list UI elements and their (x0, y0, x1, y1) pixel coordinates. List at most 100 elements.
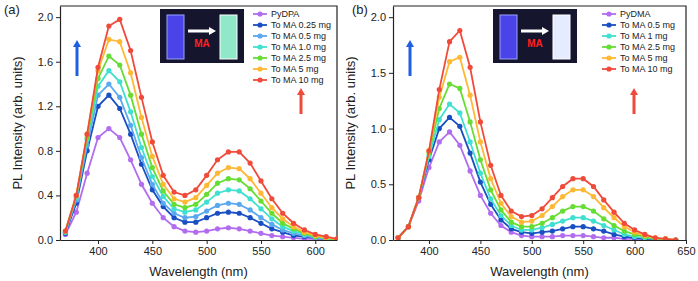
y-axis: 0.00.40.81.21.62.0 (38, 7, 61, 247)
series-marker (509, 214, 514, 219)
series-marker (226, 210, 231, 215)
series-marker (673, 237, 678, 240)
series-marker (570, 176, 575, 181)
series-marker (570, 204, 575, 209)
series-marker (601, 235, 606, 240)
series-marker (622, 221, 627, 226)
plot-frame (393, 6, 686, 240)
series-marker (215, 157, 220, 162)
series-marker (193, 207, 198, 212)
series-marker (215, 181, 220, 186)
series-marker (226, 176, 231, 181)
y-axis-line (393, 7, 394, 241)
blue-arrow-head (73, 40, 81, 47)
series-marker (570, 224, 575, 229)
series-marker (498, 223, 503, 228)
series-marker (182, 200, 187, 205)
y-axis-title: PL Intensity (arb. units) (10, 56, 25, 189)
series-marker (182, 215, 187, 220)
series-marker (182, 210, 187, 215)
inset-background (493, 9, 577, 63)
series-marker (673, 237, 678, 240)
legend-label: To MA 0.25 mg (271, 20, 331, 30)
series-marker (226, 165, 231, 170)
series-marker (237, 149, 242, 154)
legend: PyDMATo MA 0.5 mgTo MA 1 mgTo MA 2.5 mgT… (602, 9, 675, 74)
legend-label: To MA 1.0 mg (271, 42, 326, 52)
series-marker (247, 186, 252, 191)
series-marker (468, 93, 473, 98)
series-marker (258, 178, 263, 183)
series-marker (128, 70, 133, 75)
x-tick-mark (583, 240, 584, 244)
series-marker (611, 223, 616, 228)
series-marker (182, 193, 187, 198)
series-marker (117, 39, 122, 44)
series-marker (247, 207, 252, 212)
series-marker (63, 228, 68, 233)
series-marker (539, 225, 544, 230)
series-marker (539, 213, 544, 218)
legend-label: To MA 0.5 mg (271, 31, 326, 41)
series-marker (139, 132, 144, 137)
series-marker (653, 235, 658, 240)
x-tick-mark (261, 240, 262, 244)
x-axis: 400450500550600 (61, 240, 338, 257)
cuvette-after (553, 15, 570, 59)
series-marker (560, 184, 565, 189)
series-line (398, 104, 676, 240)
series-marker (237, 166, 242, 171)
series-marker (226, 149, 231, 154)
x-tick-label: 650 (677, 245, 695, 257)
legend-marker (606, 11, 611, 16)
series-marker (529, 213, 534, 218)
y-tick: 0.0 (371, 234, 393, 246)
series-marker (406, 224, 411, 229)
series-marker (457, 28, 462, 33)
x-axis-line (61, 240, 338, 241)
y-tick: 1.2 (38, 100, 60, 112)
y-tick-mark (389, 17, 393, 18)
series-line (65, 129, 337, 240)
legend-label: To MA 10 mg (620, 64, 673, 74)
series-marker (63, 228, 68, 233)
series-marker (150, 165, 155, 170)
series-marker (95, 135, 100, 140)
series-marker (581, 176, 586, 181)
series-marker (488, 187, 493, 192)
series-marker (280, 216, 285, 221)
x-tick: 650 (677, 240, 695, 257)
legend-item: To MA 2.5 mg (253, 53, 326, 63)
series-marker (226, 225, 231, 230)
legend-item: PyDMA (602, 9, 651, 19)
series-marker (663, 236, 668, 240)
series-marker (478, 119, 483, 124)
y-tick-mark (389, 240, 393, 241)
series-marker (488, 211, 493, 216)
series-marker (226, 187, 231, 192)
series-marker (519, 224, 524, 229)
legend-item: To MA 2.5 mg (602, 42, 675, 52)
series-marker (478, 171, 483, 176)
series-marker (204, 200, 209, 205)
legend-marker (606, 55, 611, 60)
legend-item: To MA 1.0 mg (253, 42, 326, 52)
legend-item: To MA 0.25 mg (253, 20, 331, 30)
y-tick: 1.0 (371, 123, 393, 135)
series-marker (258, 191, 263, 196)
blue-arrow-head (406, 40, 414, 47)
series-marker (269, 226, 274, 231)
series-marker (560, 194, 565, 199)
series-marker (139, 115, 144, 120)
series-marker (581, 204, 586, 209)
x-tick-label: 450 (472, 245, 490, 257)
series-marker (171, 196, 176, 201)
y-tick-mark (389, 129, 393, 130)
inset-arrow-shaft (521, 30, 542, 33)
series-marker (106, 37, 111, 42)
series-marker (591, 208, 596, 213)
series-marker (247, 196, 252, 201)
series-marker (150, 182, 155, 187)
series-marker (457, 110, 462, 115)
y-tick-label: 1.2 (38, 100, 53, 112)
